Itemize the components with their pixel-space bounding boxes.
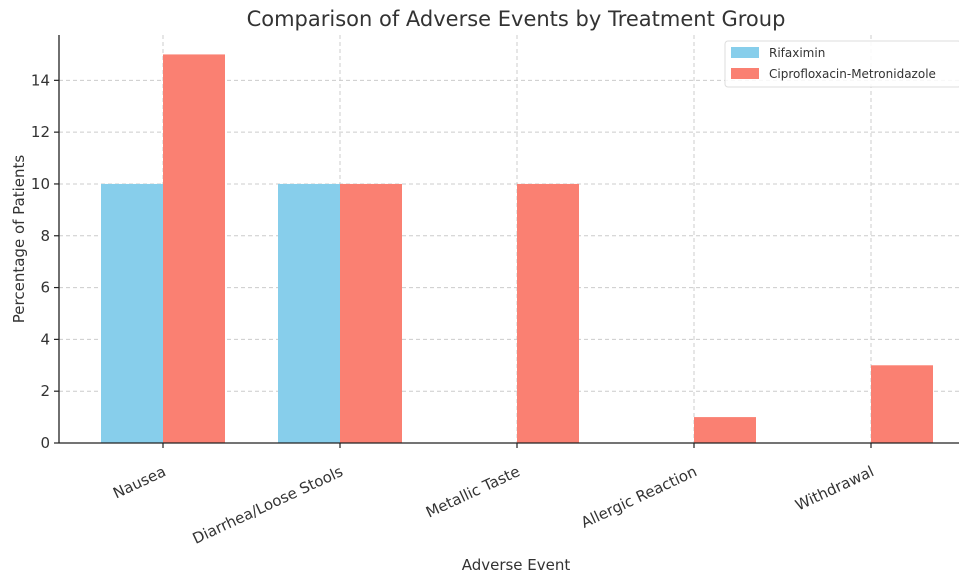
legend-swatch — [731, 68, 759, 79]
axes — [58, 35, 959, 444]
y-tick-label: 12 — [31, 123, 50, 141]
bars — [101, 54, 933, 444]
legend-label: Ciprofloxacin-Metronidazole — [769, 67, 936, 81]
bar-ciprofloxacin-metronidazole-withdrawal — [871, 365, 933, 443]
bar-ciprofloxacin-metronidazole-diarrhea-loose-stools — [340, 183, 402, 443]
x-tick-label: Allergic Reaction — [578, 462, 699, 531]
y-tick-label: 6 — [40, 279, 50, 297]
y-tick-label: 8 — [40, 227, 50, 245]
y-tick-label: 2 — [40, 382, 50, 400]
chart-title: Comparison of Adverse Events by Treatmen… — [247, 7, 786, 31]
bar-ciprofloxacin-metronidazole-allergic-reaction — [694, 417, 756, 443]
legend: Rifaximin Ciprofloxacin-Metronidazole — [724, 40, 959, 88]
x-axis-label: Adverse Event — [462, 556, 571, 573]
x-tick-label: Withdrawal — [792, 462, 876, 514]
bar-rifaximin-nausea — [101, 183, 163, 443]
y-axis-label: Percentage of Patients — [10, 155, 28, 324]
legend-label: Rifaximin — [769, 46, 825, 60]
legend-swatch — [731, 47, 759, 58]
y-tick-label: 0 — [40, 434, 50, 452]
y-tick-label: 14 — [31, 71, 50, 89]
y-tick-label: 10 — [31, 175, 50, 193]
bar-rifaximin-diarrhea-loose-stools — [278, 183, 340, 443]
x-tick-label: Metallic Taste — [423, 462, 523, 521]
x-tick-label: Diarrhea/Loose Stools — [190, 462, 346, 548]
x-tick-label: Nausea — [110, 462, 169, 502]
y-tick-label: 4 — [40, 330, 50, 348]
bar-ciprofloxacin-metronidazole-metallic-taste — [517, 183, 579, 443]
x-ticks: Nausea Diarrhea/Loose Stools Metallic Tast… — [110, 443, 877, 548]
y-ticks: 0 2 4 6 8 10 12 14 — [31, 71, 59, 452]
legend-box — [724, 40, 959, 88]
bar-ciprofloxacin-metronidazole-nausea — [163, 54, 225, 444]
